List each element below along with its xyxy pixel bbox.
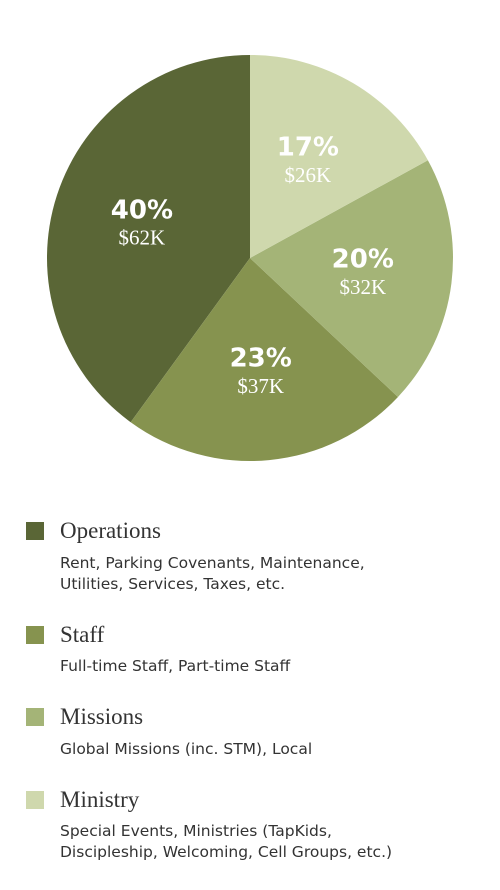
pie-slice xyxy=(250,160,453,397)
legend-description: Global Missions (inc. STM), Local xyxy=(60,739,313,758)
legend-name: Ministry xyxy=(60,786,140,812)
pie-slice xyxy=(130,258,398,461)
slice-amount: $62K xyxy=(119,226,166,250)
slice-percent: 20% xyxy=(332,245,394,275)
legend-description: Full-time Staff, Part-time Staff xyxy=(60,657,291,675)
legend-swatch xyxy=(26,625,44,644)
legend-name: Missions xyxy=(60,704,144,729)
slice-amount: $37K xyxy=(237,374,284,398)
legend-name: Operations xyxy=(60,518,161,543)
pie-slice xyxy=(47,55,250,423)
legend-description: Rent, Parking Covenants, Maintenance, Ut… xyxy=(60,553,365,593)
legend-swatch xyxy=(26,708,44,726)
pie-slice xyxy=(250,55,428,258)
pie-chart: 40%$62K 23%$37K 20%$32K 17%$26K xyxy=(47,55,453,461)
slice-percent: 40% xyxy=(111,195,173,225)
slice-percent: 23% xyxy=(230,344,292,374)
legend-item: Operations Rent, Parking Covenants, Maint… xyxy=(26,516,426,595)
legend-name: Staff xyxy=(60,621,105,647)
legend-swatch xyxy=(26,790,44,809)
legend-item: Missions Global Missions (inc. STM), Loca… xyxy=(26,702,426,760)
legend: Operations Rent, Parking Covenants, Maint… xyxy=(26,516,426,888)
legend-item: Ministry Special Events, Ministries (TapK… xyxy=(26,785,426,864)
legend-item: Staff Full-time Staff, Part-time Staff xyxy=(26,620,426,678)
slice-amount: $26K xyxy=(285,163,332,187)
legend-swatch xyxy=(26,522,44,540)
slice-percent: 17% xyxy=(277,133,339,163)
legend-description: Special Events, Ministries (TapKids, Dis… xyxy=(60,822,393,861)
slice-amount: $32K xyxy=(339,275,386,299)
